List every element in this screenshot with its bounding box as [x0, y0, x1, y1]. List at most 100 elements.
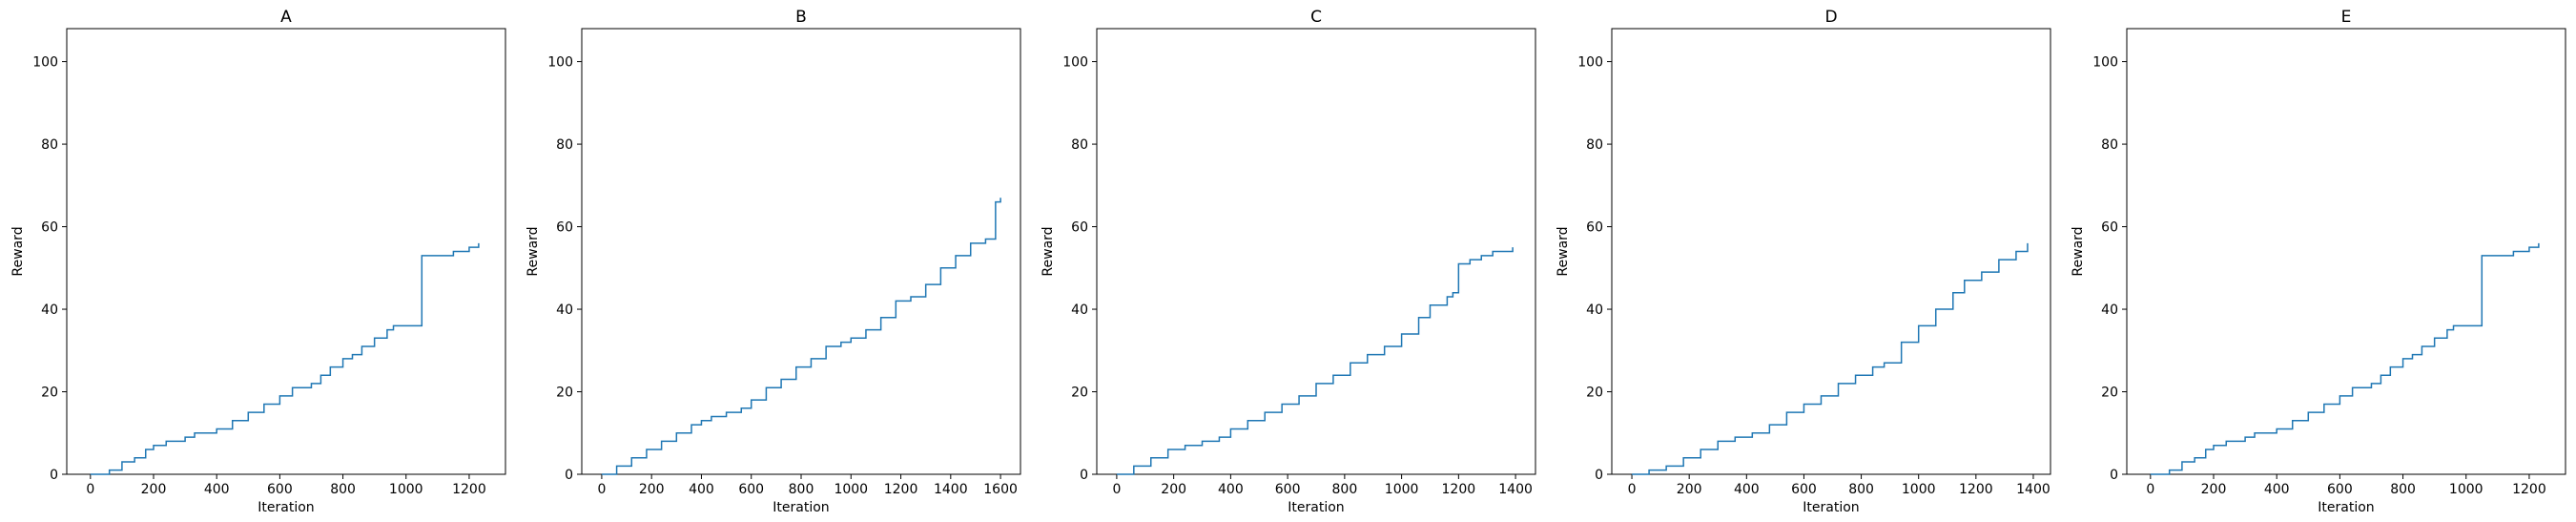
x-tick-label: 600: [267, 482, 293, 497]
x-tick-label: 0: [1628, 482, 1637, 497]
x-tick-label: 0: [86, 482, 94, 497]
x-tick-label: 1200: [452, 482, 486, 497]
x-tick-label: 600: [1791, 482, 1817, 497]
x-tick-label: 1000: [1902, 482, 1936, 497]
series-line: [1632, 242, 2029, 475]
y-tick-label: 20: [41, 386, 58, 401]
y-tick-label: 40: [2101, 303, 2118, 318]
y-tick-label: 20: [1586, 386, 1603, 401]
x-tick-label: 0: [1112, 482, 1121, 497]
x-tick-label: 1400: [934, 482, 968, 497]
x-tick-label: 1200: [884, 482, 918, 497]
x-tick-label: 800: [1848, 482, 1874, 497]
plot-frame: [2126, 28, 2566, 475]
x-tick-label: 800: [330, 482, 356, 497]
y-tick-label: 60: [2101, 220, 2118, 236]
chart-title: B: [795, 8, 807, 27]
y-axis-label: Reward: [2071, 226, 2086, 276]
plot-frame: [66, 28, 506, 475]
y-tick-label: 80: [2101, 137, 2118, 153]
series-line: [2150, 242, 2540, 475]
x-axis-label: Iteration: [1803, 500, 1859, 515]
chart-panel: 0 200 400 600 800 1000 1200 1400 0 20 40 60 80 100 C It…: [1041, 8, 1536, 515]
x-tick-label: 1000: [1385, 482, 1419, 497]
plot-frame: [1096, 28, 1536, 475]
y-tick-label: 40: [1586, 303, 1603, 318]
x-axis-label: Iteration: [2318, 500, 2374, 515]
x-tick-label: 200: [1677, 482, 1702, 497]
y-tick-label: 100: [2092, 55, 2118, 71]
y-axis-label: Reward: [1041, 226, 1056, 276]
x-tick-label: 200: [639, 482, 665, 497]
x-tick-label: 800: [789, 482, 814, 497]
y-tick-label: 60: [1586, 220, 1603, 236]
y-tick-label: 60: [556, 220, 573, 236]
y-tick-label: 100: [1062, 55, 1088, 71]
x-axis-label: Iteration: [1288, 500, 1344, 515]
y-tick-label: 80: [1586, 137, 1603, 153]
x-tick-label: 400: [2264, 482, 2290, 497]
x-tick-label: 600: [1275, 482, 1301, 497]
x-tick-label: 1000: [2449, 482, 2483, 497]
chart-title: C: [1310, 8, 1322, 27]
chart-panel: 0 200 400 600 800 1000 1200 1400 0 20 40 60 80 100 D It…: [1556, 8, 2051, 515]
x-tick-label: 0: [2146, 482, 2154, 497]
y-tick-label: 0: [1595, 468, 1603, 483]
x-tick-label: 1200: [1959, 482, 1993, 497]
x-tick-label: 0: [597, 482, 606, 497]
y-tick-label: 0: [50, 468, 58, 483]
x-axis-label: Iteration: [773, 500, 829, 515]
x-tick-label: 1200: [1442, 482, 1476, 497]
x-tick-label: 1000: [389, 482, 423, 497]
y-tick-label: 80: [41, 137, 58, 153]
y-tick-label: 20: [556, 386, 573, 401]
y-tick-label: 80: [556, 137, 573, 153]
series-line: [601, 198, 1001, 475]
x-tick-label: 800: [1332, 482, 1358, 497]
chart-panel: 0 200 400 600 800 1000 1200 0 20 40 60 80 100 A Iterat…: [10, 8, 506, 515]
y-axis-label: Reward: [526, 226, 541, 276]
y-tick-label: 40: [1071, 303, 1088, 318]
x-tick-label: 1600: [983, 482, 1018, 497]
y-tick-label: 60: [41, 220, 58, 236]
y-tick-label: 0: [565, 468, 573, 483]
y-tick-label: 20: [1071, 386, 1088, 401]
y-tick-label: 40: [556, 303, 573, 318]
y-tick-label: 0: [2110, 468, 2118, 483]
x-tick-label: 1000: [834, 482, 868, 497]
chart-title: A: [280, 8, 292, 27]
x-tick-label: 1400: [2016, 482, 2050, 497]
x-tick-label: 400: [1218, 482, 1244, 497]
x-tick-label: 1200: [2512, 482, 2546, 497]
chart-panel: 0 200 400 600 800 1000 1200 0 20 40 60 80 100 E Iterat…: [2071, 8, 2566, 515]
plot-frame: [581, 28, 1021, 475]
x-tick-label: 1400: [1498, 482, 1533, 497]
x-tick-label: 400: [204, 482, 230, 497]
x-tick-label: 200: [141, 482, 167, 497]
y-tick-label: 60: [1071, 220, 1088, 236]
chart-panel: 0 200 400 600 800 1000 1200 1400 1600 0 20 40 60 80 10…: [526, 8, 1021, 515]
x-axis-label: Iteration: [258, 500, 314, 515]
series-line: [1116, 247, 1514, 475]
y-tick-label: 80: [1071, 137, 1088, 153]
x-tick-label: 200: [2201, 482, 2227, 497]
x-tick-label: 800: [2390, 482, 2416, 497]
x-tick-label: 400: [1734, 482, 1760, 497]
x-tick-label: 400: [689, 482, 714, 497]
x-tick-label: 600: [2327, 482, 2353, 497]
y-tick-label: 100: [547, 55, 573, 71]
x-tick-label: 200: [1161, 482, 1186, 497]
x-tick-label: 600: [738, 482, 764, 497]
plot-frame: [1611, 28, 2051, 475]
y-tick-label: 100: [32, 55, 58, 71]
y-tick-label: 100: [1577, 55, 1603, 71]
y-axis-label: Reward: [1556, 226, 1571, 276]
y-tick-label: 0: [1080, 468, 1088, 483]
chart-title: E: [2341, 8, 2352, 27]
series-line: [90, 242, 480, 475]
y-tick-label: 20: [2101, 386, 2118, 401]
y-axis-label: Reward: [10, 226, 26, 276]
y-tick-label: 40: [41, 303, 58, 318]
chart-title: D: [1824, 8, 1837, 27]
